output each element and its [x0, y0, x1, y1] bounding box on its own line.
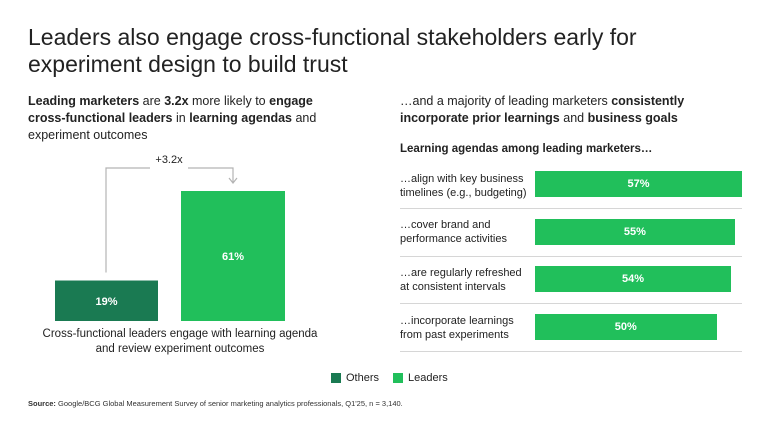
hbar-refreshed: 54% [535, 266, 732, 292]
legend-swatch-others [331, 373, 341, 383]
legend-label-others: Others [346, 372, 380, 384]
bar-leaders [181, 191, 285, 321]
comparison-connector [105, 162, 238, 273]
agenda-label-past: …incorporate learnings from past experim… [400, 315, 514, 341]
row-divider [400, 351, 742, 352]
left-chart-caption: Cross-functional leaders engage with lea… [42, 328, 318, 355]
legend: Others Leaders [331, 372, 462, 384]
hbar-past: 50% [535, 314, 717, 340]
page-title: Leaders also engage cross-functional sta… [28, 24, 637, 77]
multiplier-annotation: +3.2x [155, 154, 183, 166]
legend-swatch-leaders [393, 373, 404, 383]
hbar-brand: 55% [535, 219, 735, 245]
left-bar-chart: +3.2x 19% 61% [55, 154, 285, 321]
agenda-chart-title: Learning agendas among leading marketers… [400, 143, 653, 155]
hbar-timelines: 57% [535, 171, 742, 197]
row-divider [400, 256, 742, 257]
legend-label-leaders: Leaders [408, 372, 448, 384]
right-heading: …and a majority of leading marketers con… [400, 94, 685, 125]
agenda-label-refreshed: …are regularly refreshed at consistent i… [400, 267, 522, 293]
legend-item-leaders: Leaders [393, 372, 448, 384]
row-divider [400, 208, 742, 209]
source-note: Source: Google/BCG Global Measurement Su… [28, 399, 403, 408]
bar-others [55, 280, 158, 321]
row-divider [400, 303, 742, 304]
agenda-label-brand: …cover brand and performance activities [400, 219, 507, 245]
annotation-backdrop [150, 162, 188, 174]
connector-arrowhead [228, 177, 238, 184]
agenda-label-timelines: …align with key business timelines (e.g.… [400, 173, 527, 199]
left-heading: Leading marketers are 3.2x more likely t… [28, 94, 317, 142]
data-label-leaders: 61% [222, 251, 244, 263]
data-label-others: 19% [95, 296, 117, 308]
legend-item-others: Others [331, 372, 379, 384]
